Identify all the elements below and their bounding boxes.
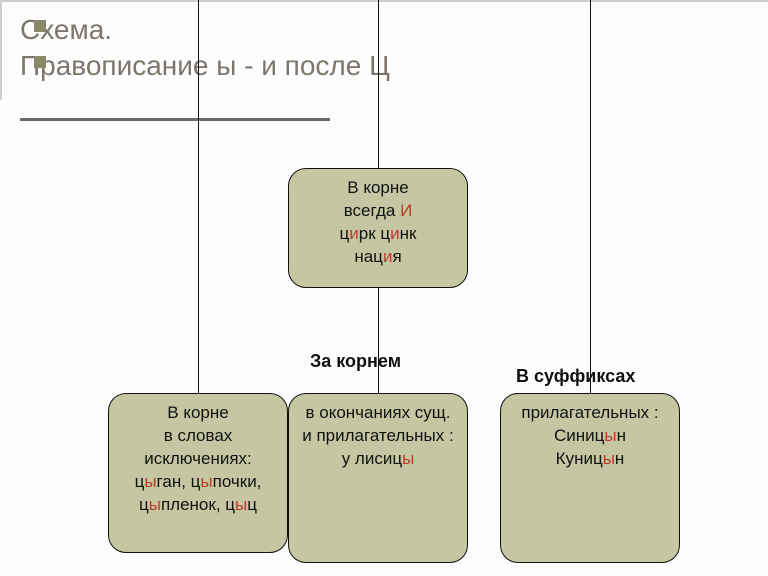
connector-line (198, 0, 199, 393)
connector-line (378, 288, 379, 393)
node-mid: в окончаниях сущ.и прилагательных :у лис… (288, 393, 468, 563)
connector-line (590, 0, 591, 393)
node-root: В корневсегда Ицирк цинкнация (288, 168, 468, 288)
connector-line (378, 0, 379, 168)
title-band: Схема. Правописание ы - и после Ц (0, 0, 768, 100)
node-right: прилагательных :СиницынКуницын (500, 393, 680, 563)
label-mid_above: За корнем (310, 350, 401, 373)
title-line-1: Схема. (20, 12, 750, 48)
divider-line (20, 118, 330, 121)
bullet-2 (34, 56, 46, 68)
label-right_above: В суффиксах (516, 365, 635, 388)
title-line-2: Правописание ы - и после Ц (20, 48, 750, 84)
bullet-1 (34, 20, 46, 32)
node-left: В корнев словахисключениях:цыган, цыпочк… (108, 393, 288, 553)
